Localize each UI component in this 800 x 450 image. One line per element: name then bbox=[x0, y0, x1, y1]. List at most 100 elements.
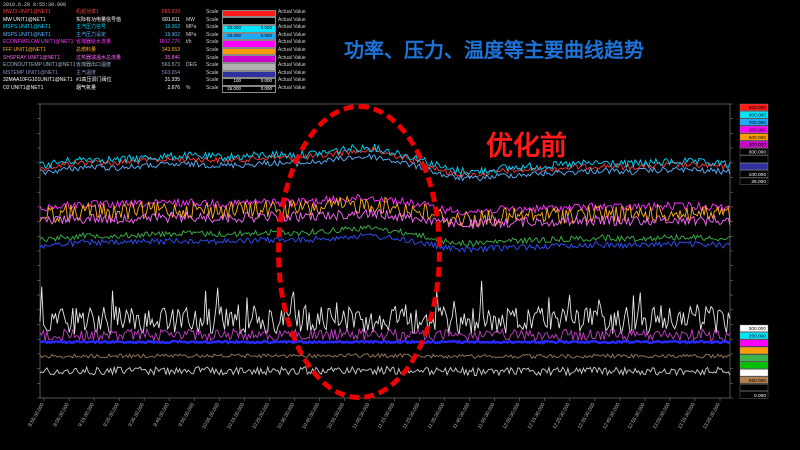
tag-value: 19.902 bbox=[164, 31, 180, 38]
actual-value-label: Actual Value bbox=[278, 77, 306, 84]
scale-min: 20.000 bbox=[227, 25, 241, 31]
tag-row[interactable]: MSPS UNIT1@NET1 主汽压力信号 19.362 MPa Scale 20.00… bbox=[0, 24, 330, 33]
actual-value-label: Actual Value bbox=[278, 9, 306, 15]
tag-row[interactable]: FFF UNIT1@NET1 总燃料量 343.653 Scale Actual Val… bbox=[0, 47, 330, 56]
tag-description: 主汽压力信号 bbox=[76, 24, 107, 31]
scale-max: 0.000 bbox=[260, 25, 272, 31]
scale-range-box bbox=[222, 70, 276, 79]
tag-unit: MPa bbox=[186, 24, 197, 31]
scale-range-box bbox=[222, 78, 276, 86]
scale-range-box bbox=[222, 17, 276, 25]
scale-box bbox=[739, 125, 769, 133]
tag-row[interactable]: SHSPRAY UNIT1@NET1 过热器减温水总流量 35.846 Scale Ac… bbox=[0, 55, 330, 63]
x-tick-label: 10:25:30.000 bbox=[251, 402, 271, 430]
scale-label: 800.000 bbox=[749, 113, 767, 119]
x-tick-label: 10:35:30.000 bbox=[276, 402, 296, 430]
tag-row[interactable]: MSPS UNIT1@NET1 主汽压力设定 19.902 MPa Scale 20.00… bbox=[0, 31, 330, 41]
tag-description: 实际有功电量信号值 bbox=[76, 16, 122, 23]
x-tick-label: 12:15:30.000 bbox=[527, 402, 547, 430]
scale-label: Scale bbox=[206, 77, 219, 84]
scale-range-box bbox=[222, 62, 276, 71]
scale-label: 900.000 bbox=[749, 105, 767, 111]
tag-row[interactable]: ECONFWFLOW UNIT1@NET1 省煤器给水流量 1817.776 t/h S… bbox=[0, 39, 330, 48]
tag-description: 省煤器给水流量 bbox=[76, 39, 112, 46]
scale-box bbox=[739, 118, 769, 126]
scale-label: 300.000 bbox=[749, 150, 767, 156]
tag-name: ECONOUTTEMP UNIT1@NET1 bbox=[3, 62, 76, 69]
scale-box bbox=[739, 155, 769, 163]
tag-row[interactable]: MW UNIT1@NET1 实际有功电量信号值 681.811 MW Scale Actu… bbox=[0, 17, 330, 25]
actual-value-label: Actual Value bbox=[278, 69, 306, 76]
scale-label: 0.000 bbox=[754, 393, 766, 399]
chart-title: 功率、压力、温度等主要曲线趋势 bbox=[344, 38, 644, 62]
scale-box bbox=[739, 170, 769, 178]
timestamp: 2018.6.28 8:55:30.000 bbox=[3, 2, 67, 8]
tag-value: 35.846 bbox=[164, 54, 180, 61]
scale-label: Scale bbox=[206, 16, 219, 23]
tag-row[interactable]: ECONOUTTEMP UNIT1@NET1 省煤器出口温度 563.573 DEG S… bbox=[0, 62, 330, 71]
tag-value: 1817.776 bbox=[159, 39, 180, 46]
actual-value-label: Actual Value bbox=[278, 54, 306, 61]
tag-unit: DEG bbox=[186, 62, 197, 69]
scale-label: Scale bbox=[206, 62, 219, 69]
tag-value: 563.573 bbox=[161, 62, 180, 69]
scale-label: 700.000 bbox=[749, 120, 767, 126]
tag-value: 681.811 bbox=[162, 16, 180, 23]
plot-frame bbox=[37, 103, 733, 399]
scale-range-box bbox=[222, 9, 276, 18]
x-tick-label: 8:55:30.000 bbox=[27, 402, 46, 428]
highlight-ellipse bbox=[276, 104, 442, 400]
x-axis: 8:55:30.000 9:05:30.000 9:15:30.000 9:25:30… bbox=[27, 398, 722, 430]
scale-range-box bbox=[222, 40, 276, 48]
scale-box bbox=[739, 376, 769, 384]
x-tick-label: 9:45:30.000 bbox=[153, 402, 172, 428]
x-tick-label: 13:25:30.000 bbox=[702, 402, 722, 430]
tag-description: #1高压调门阀位 bbox=[76, 77, 112, 84]
scale-label: Scale bbox=[206, 9, 219, 15]
tag-row[interactable]: MWJ3 UNIT1@NET1 机组功率1 885.939 Scale Actual V… bbox=[0, 9, 330, 18]
scale-box bbox=[739, 332, 769, 340]
tag-name: MSTEMP UNIT1@NET1 bbox=[3, 69, 58, 76]
x-tick-label: 9:55:30.000 bbox=[178, 402, 197, 428]
tag-name: MWJ3 UNIT1@NET1 bbox=[3, 9, 51, 15]
scale-box bbox=[739, 384, 769, 392]
scale-max: 0.000 bbox=[260, 32, 272, 38]
scale-box bbox=[739, 324, 769, 332]
tag-unit: % bbox=[186, 84, 191, 91]
tag-row[interactable]: O2 UNIT1@NET1 烟气氧量 2.676% Scale 25.000 0.000 A… bbox=[0, 84, 330, 94]
scale-label: Scale bbox=[206, 24, 219, 31]
scale-box bbox=[739, 162, 769, 170]
x-tick-label: 13:15:30.000 bbox=[677, 402, 697, 430]
scale-range-box bbox=[222, 55, 276, 63]
x-tick-label: 11:25:30.000 bbox=[402, 402, 422, 430]
x-tick-label: 11:35:30.000 bbox=[427, 402, 447, 430]
tag-value: 31.335 bbox=[164, 77, 180, 84]
scale-box bbox=[739, 391, 769, 399]
scale-box bbox=[739, 140, 769, 148]
tag-description: 主汽温度 bbox=[76, 69, 97, 76]
tag-name: MSPS UNIT1@NET1 bbox=[3, 31, 51, 38]
scale-label: 25.000 bbox=[751, 179, 766, 185]
scale-label: 100.000 bbox=[749, 172, 767, 178]
x-tick-label: 9:15:30.000 bbox=[77, 402, 96, 428]
scale-range-box bbox=[222, 24, 276, 33]
scale-min: 20.000 bbox=[227, 32, 241, 38]
tag-name: SHSPRAY UNIT1@NET1 bbox=[3, 54, 61, 61]
x-tick-label: 12:45:30.000 bbox=[602, 402, 622, 430]
x-tick-label: 9:25:30.000 bbox=[102, 402, 121, 428]
tag-row[interactable]: 32MAA10FG101UNIT1@NET1 #1高压调门阀位 31.335 Scal… bbox=[0, 77, 330, 86]
scale-max: 0.000 bbox=[260, 78, 272, 84]
tag-name: MW UNIT1@NET1 bbox=[3, 16, 46, 23]
tag-row[interactable]: MSTEMP UNIT1@NET1 主汽温度 563.654 Scale Actual … bbox=[0, 69, 330, 79]
scale-label: 300.000 bbox=[749, 326, 767, 332]
scale-box bbox=[739, 133, 769, 141]
scale-label: 400.000 bbox=[749, 142, 767, 148]
x-tick-label: 11:05:30.000 bbox=[352, 402, 372, 430]
x-tick-label: 11:55:30.000 bbox=[477, 402, 497, 430]
scale-label: 550.000 bbox=[749, 378, 767, 384]
x-tick-label: 11:45:30.000 bbox=[452, 402, 472, 430]
x-tick-label: 10:45:30.000 bbox=[301, 402, 321, 430]
scale-label: Scale bbox=[206, 39, 219, 46]
scale-label: Scale bbox=[206, 31, 219, 38]
x-tick-label: 10:55:30.000 bbox=[326, 402, 346, 430]
